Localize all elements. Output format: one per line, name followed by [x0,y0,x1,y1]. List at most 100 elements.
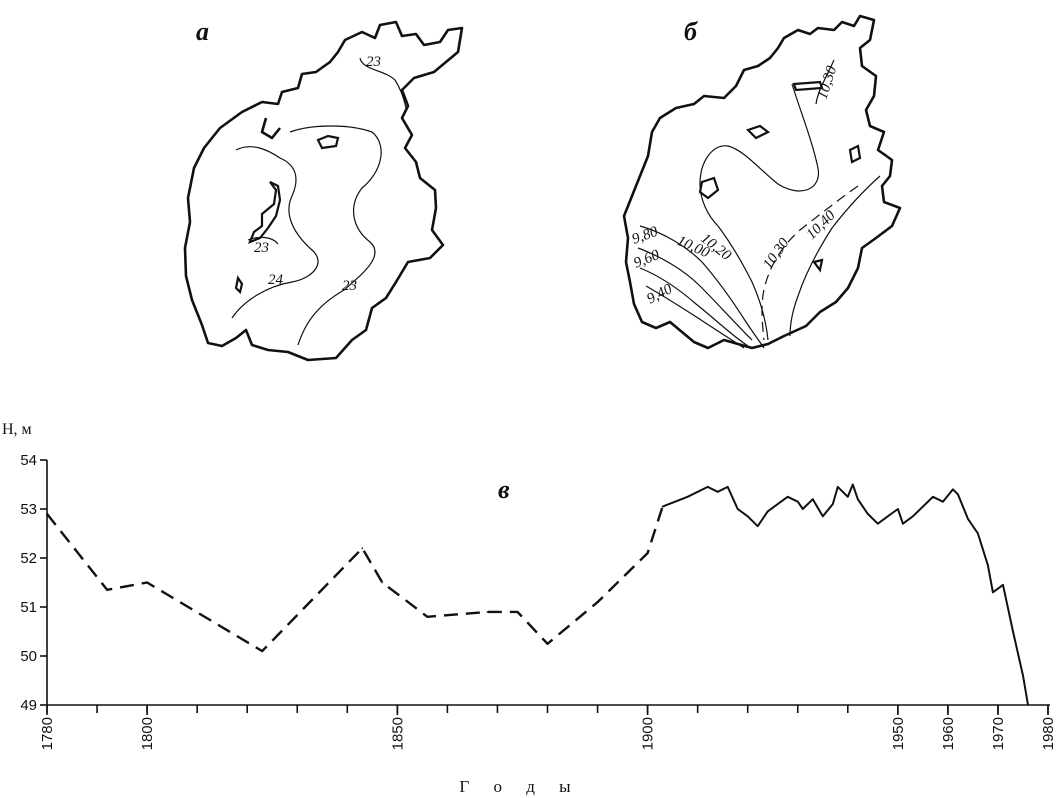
x-tick-label: 1950 [890,717,907,750]
series-line-solid [662,483,1029,706]
data-point [596,601,599,603]
map-b: б 10,30 10,20 10,00 9,80 9,60 9,40 10,30… [622,14,902,350]
map-b-island-west [698,176,720,200]
y-tick-label: 54 [20,452,37,469]
data-point [932,495,934,498]
data-point [726,486,729,488]
y-tick-label: 52 [20,550,37,567]
map-a-isoline-23-north [359,57,407,109]
data-point [756,525,759,527]
data-point [646,552,649,554]
map-b-isoline-10-30-south [761,185,859,341]
map-a-isoline-23-west [247,236,279,245]
data-point [146,581,148,584]
y-tick-label: 51 [20,599,37,616]
data-point [801,508,804,510]
map-b-letter: б [684,17,698,46]
data-point [686,495,689,498]
data-point [811,498,814,501]
series-line-dashed [46,506,664,653]
data-point [831,503,834,505]
data-point [867,513,869,515]
x-tick-label: 1980 [1040,717,1056,750]
data-point [746,515,749,518]
data-point [821,515,824,518]
data-point [847,495,849,498]
map-b-label-4: 9,80 [630,224,661,248]
data-point [776,503,779,505]
data-point [922,505,924,508]
y-tick-label: 53 [20,501,37,518]
data-point [852,483,854,486]
map-b-isoline-9-60 [639,267,749,347]
data-point [992,591,994,594]
map-a-isoline-24 [231,146,319,319]
map-a-coastline [183,20,464,362]
data-point [381,581,384,584]
data-point [261,650,264,652]
y-ticks: 49 50 51 52 53 54 [20,452,47,714]
map-a-label-4: 23 [342,278,357,294]
data-point [897,508,899,510]
map-b-isoline-10-00 [639,225,765,349]
y-tick-label: 49 [20,697,37,714]
data-point [716,491,719,493]
map-b-island-middle [745,124,771,140]
data-point [912,515,914,518]
data-point [857,498,859,501]
map-b-isoline-10-30-north [815,59,835,105]
level-chart: H, м в 49 50 51 52 53 54 1780 1800 1850 1900 1950… [2,421,1056,796]
map-a-label-3: 24 [268,272,284,288]
map-a: а 23 23 24 23 [183,17,464,362]
map-a-island-north [316,134,340,150]
data-point [967,518,969,520]
map-a-islet [234,275,244,295]
map-a-label-2: 23 [254,240,269,256]
x-tick-label: 1970 [990,717,1007,750]
data-point [957,493,959,496]
data-point [836,486,839,488]
data-point [942,500,944,503]
map-b-label-1: 10,30 [815,64,841,102]
data-point [516,611,519,613]
data-point [952,488,954,491]
x-tick-label: 1780 [39,717,56,750]
data-point [706,486,709,488]
data-point [987,564,989,567]
data-point [1027,704,1029,706]
data-point [736,508,739,510]
x-tick-label: 1800 [139,717,156,750]
data-point [877,522,879,525]
data-point [46,513,48,515]
data-point [796,500,799,503]
data-point [887,515,889,518]
map-b-island-east [848,144,862,164]
data-point [766,510,769,513]
x-axis-title: Г о д ы [459,777,580,796]
map-a-island-west [248,181,282,244]
y-axis-title: H, м [2,421,32,438]
map-a-bay [260,117,282,140]
map-b-label-5: 9,60 [632,247,663,272]
x-tick-label: 1900 [640,717,657,750]
map-b-isoline-10-20 [699,83,820,341]
data-point [426,616,429,618]
data-point [106,589,108,591]
data-point [1022,674,1024,677]
map-b-islet [812,258,824,273]
map-b-label-7: 10,30 [760,235,793,272]
data-point [361,547,364,549]
map-b-isoline-9-80 [637,247,753,341]
y-tick-label: 50 [20,648,37,665]
map-a-letter: а [196,17,209,46]
map-b-isoline-10-40 [789,175,881,337]
map-b-island-north [792,80,824,92]
data-point [902,522,904,525]
data-point [786,495,789,498]
chart-letter: в [498,475,510,504]
map-a-isoline-23-south [289,125,382,346]
data-point [486,611,489,613]
x-tick-label: 1850 [389,717,406,750]
series-layer [46,483,1029,706]
data-point [1002,584,1004,586]
